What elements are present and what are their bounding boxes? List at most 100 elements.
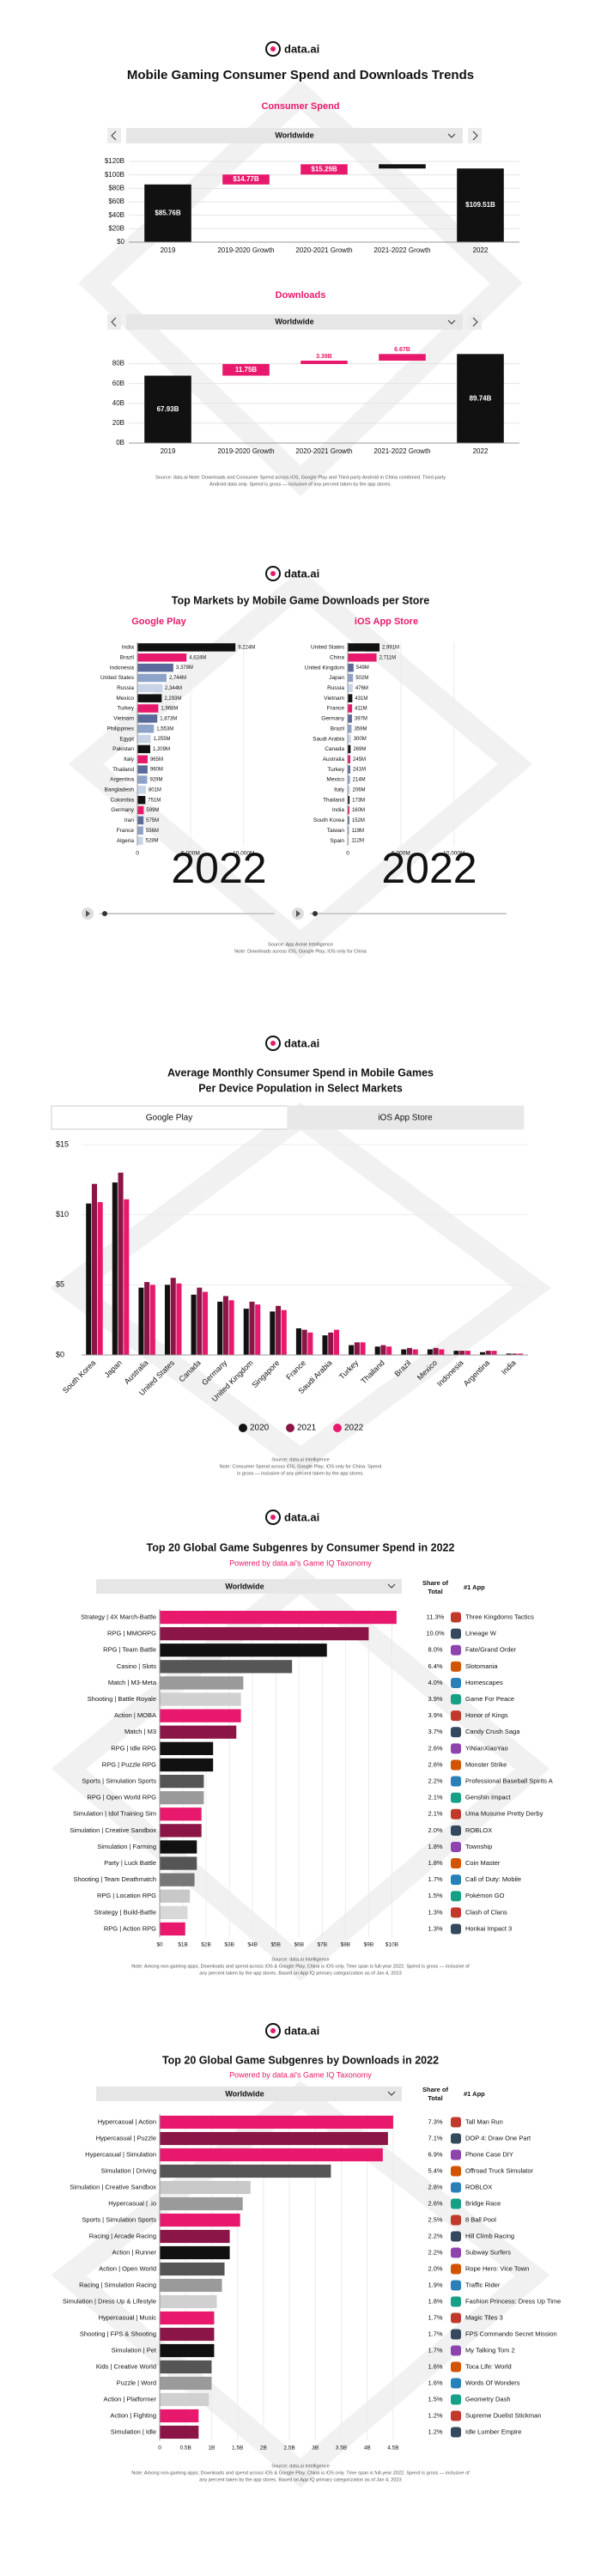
dropdown[interactable]: Worldwide <box>107 128 482 143</box>
value-label: 160M <box>352 808 365 813</box>
x-tick-label: 10,000M <box>233 851 254 857</box>
category-label: Casino | Slots <box>117 1662 156 1670</box>
bar <box>160 1610 397 1625</box>
category-label: France <box>327 706 345 712</box>
logo: data.ai <box>265 1510 319 1525</box>
bar <box>412 1349 418 1355</box>
value-label: 3,379M <box>176 665 193 671</box>
category-label: India <box>332 807 344 813</box>
app-icon <box>451 1907 461 1918</box>
bar <box>160 2376 212 2391</box>
bar <box>453 1351 459 1355</box>
bar <box>433 1347 439 1355</box>
chart-title: Consumer Spend <box>261 101 339 112</box>
logo-text: data.ai <box>284 567 319 580</box>
tabs: Google Play iOS App Store <box>51 1105 525 1130</box>
bar <box>348 643 380 652</box>
category-label: Iran <box>124 817 135 823</box>
share-label: 2.8% <box>428 2183 442 2190</box>
category-label: Shooting | Battle Royale <box>88 1695 156 1703</box>
category-label: Match | M3 <box>124 1728 156 1735</box>
category-label: Turkey <box>327 767 344 773</box>
app-icon <box>451 2345 461 2356</box>
section-title: Per Device Population in Select Markets <box>198 1082 403 1094</box>
app-icon <box>451 2231 461 2242</box>
x-tick-label: $9B <box>364 1942 374 1948</box>
app-icon <box>451 2215 461 2226</box>
bar <box>328 1332 334 1355</box>
x-tick-label: $2B <box>201 1942 211 1948</box>
bar <box>491 1351 497 1355</box>
section-subtitle: Powered by data.ai's Game IQ Taxonomy <box>229 2070 372 2079</box>
app-icon <box>451 1677 461 1688</box>
value-label: 67.93B <box>157 405 179 413</box>
app-name: Offroad Truck Simulator <box>465 2166 534 2174</box>
bar <box>160 1889 191 1903</box>
app-name: ROBLOX <box>465 2183 492 2190</box>
column-header: Total <box>428 1588 442 1595</box>
y-tick-label: 80B <box>112 360 124 368</box>
bar <box>348 734 351 744</box>
chart-title: iOS App Store <box>355 617 418 627</box>
dropdown-label: Worldwide <box>225 1582 264 1590</box>
logo: data.ai <box>265 566 319 581</box>
year-annotation: 2022 <box>381 844 477 892</box>
note: Note: Downloads across iOS, Google Play;… <box>234 949 367 954</box>
category-label: Hypercasual | Music <box>99 2313 157 2321</box>
bar <box>464 1351 470 1355</box>
value-label: 599M <box>146 808 159 813</box>
app-name: Professional Baseball Spirits A <box>465 1777 553 1785</box>
y-tick-label: $5 <box>56 1280 64 1289</box>
category-label: Hypercasual | Puzzle <box>96 2134 156 2142</box>
x-tick-label: 5,000M <box>181 851 200 857</box>
category-label: France <box>117 828 135 834</box>
app-icon <box>451 1710 461 1722</box>
category-label: Simulation | Idle <box>111 2427 156 2435</box>
category-label: Germany <box>321 716 344 722</box>
dropdown[interactable]: Worldwide <box>107 314 482 330</box>
app-name: FPS Commando Secret Mission <box>465 2330 557 2337</box>
app-icon <box>451 1776 461 1787</box>
dropdown[interactable]: Worldwide <box>96 2087 402 2101</box>
bar <box>176 1283 182 1355</box>
app-name: Game For Peace <box>465 1695 514 1703</box>
app-name: Slotomania <box>465 1662 498 1670</box>
bar <box>160 1627 369 1641</box>
value-label: 575M <box>146 818 159 823</box>
category-label: Vietnam <box>324 696 344 702</box>
app-icon <box>451 1743 461 1754</box>
tab[interactable] <box>51 1105 288 1130</box>
tab[interactable] <box>287 1105 525 1130</box>
app-name: My Talking Tom 2 <box>465 2346 515 2354</box>
logo-text: data.ai <box>284 2024 319 2037</box>
app-icon <box>451 2329 461 2340</box>
x-tick-label: 2022 <box>473 447 489 455</box>
value-label: 960M <box>150 768 163 773</box>
x-tick-label: $1B <box>178 1942 188 1948</box>
bar <box>322 1335 328 1355</box>
bar <box>160 2392 209 2407</box>
bar <box>137 643 236 652</box>
bar <box>160 1922 185 1936</box>
bar <box>380 1345 386 1355</box>
value-label: $15.29B <box>311 165 337 173</box>
share-label: 7.3% <box>428 2117 442 2125</box>
chart-title: Google Play <box>131 617 186 627</box>
x-tick-label: $10B <box>385 1942 398 1948</box>
share-label: 2.6% <box>428 1744 442 1752</box>
app-name: Pokémon GO <box>465 1892 505 1899</box>
bar <box>217 1301 223 1355</box>
value-label: 431M <box>355 696 367 702</box>
app-icon <box>451 2117 461 2128</box>
section-title: Top 20 Global Game Subgenres by Consumer… <box>147 1541 455 1553</box>
dropdown[interactable]: Worldwide <box>96 1579 402 1594</box>
bar <box>160 1660 293 1674</box>
share-label: 1.7% <box>428 1875 442 1883</box>
x-tick-label: 2022 <box>473 246 489 254</box>
bar <box>457 168 504 242</box>
share-label: 2.0% <box>428 1826 442 1834</box>
app-icon <box>451 1808 461 1820</box>
bar <box>386 1346 392 1355</box>
player[interactable] <box>82 908 507 920</box>
bar <box>160 2148 383 2162</box>
